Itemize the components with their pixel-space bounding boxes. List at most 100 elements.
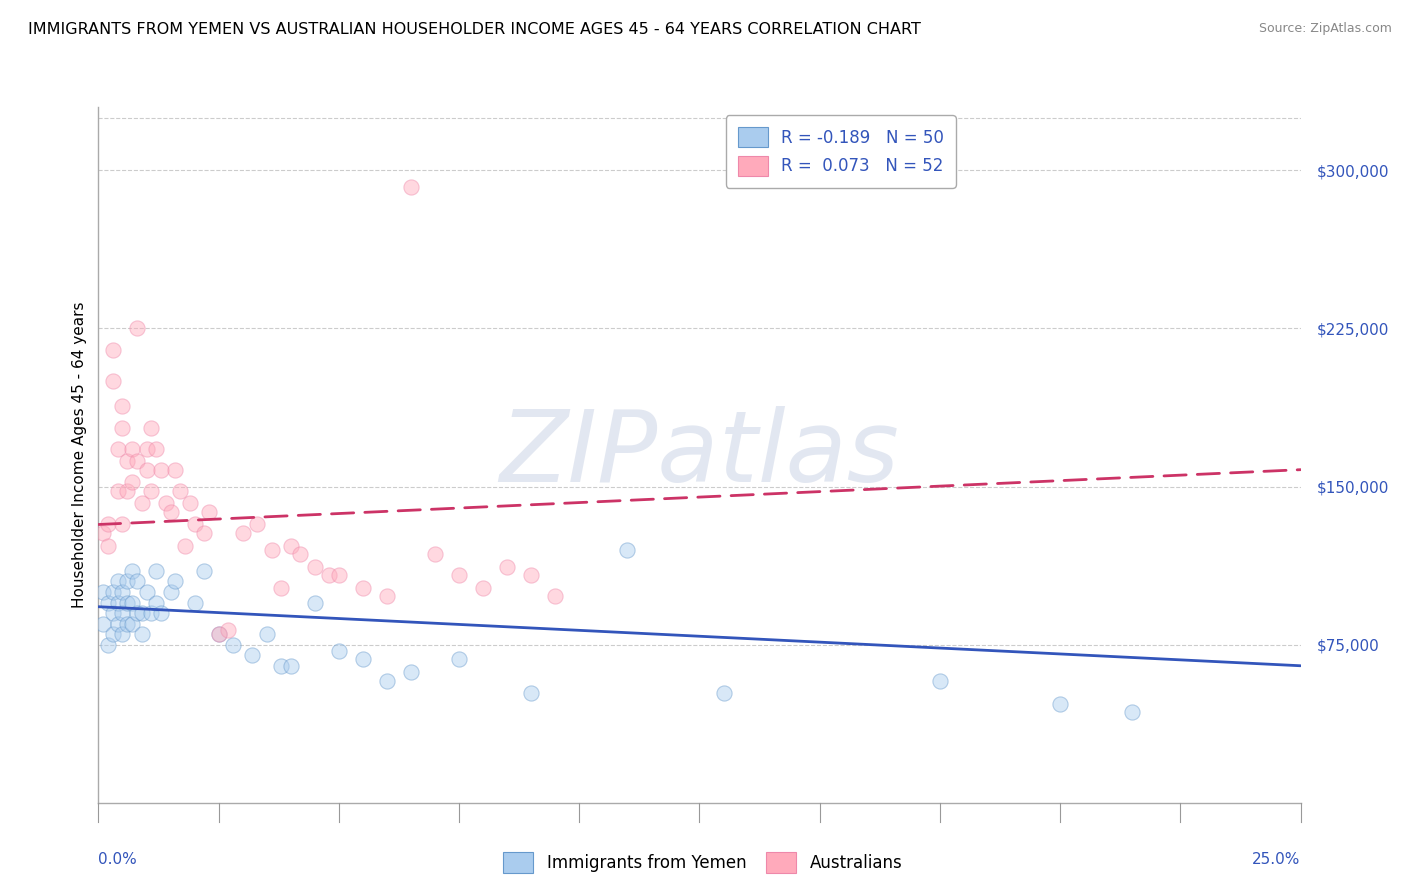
Point [198, 505, 221, 519]
Point [111, 400, 134, 414]
Point [121, 595, 143, 609]
Text: ZIPatlas: ZIPatlas [499, 407, 900, 503]
Point [472, 581, 495, 595]
Point [328, 568, 350, 582]
Point [135, 585, 157, 599]
Legend: R = -0.189   N = 50, R =  0.073   N = 52: R = -0.189 N = 50, R = 0.073 N = 52 [725, 115, 956, 187]
Point [107, 442, 129, 456]
Point [131, 627, 153, 641]
Point [125, 454, 148, 468]
Point [121, 475, 143, 490]
Point [496, 559, 519, 574]
Point [165, 574, 187, 589]
Point [91, 616, 114, 631]
Point [375, 673, 398, 688]
Point [352, 652, 374, 666]
Point [149, 606, 172, 620]
Point [217, 623, 239, 637]
Point [125, 606, 148, 620]
Point [423, 547, 446, 561]
Point [125, 574, 148, 589]
Point [141, 483, 163, 498]
Point [107, 574, 129, 589]
Point [131, 496, 153, 510]
Point [101, 343, 124, 357]
Point [713, 686, 735, 700]
Point [145, 564, 167, 578]
Point [155, 496, 177, 510]
Point [101, 585, 124, 599]
Point [222, 638, 245, 652]
Point [159, 505, 181, 519]
Point [928, 673, 950, 688]
Point [145, 442, 167, 456]
Point [121, 564, 143, 578]
Point [111, 420, 134, 434]
Y-axis label: Householder Income Ages 45 - 64 years: Householder Income Ages 45 - 64 years [72, 301, 87, 608]
Point [111, 606, 134, 620]
Point [328, 644, 350, 658]
Point [97, 539, 120, 553]
Point [208, 627, 231, 641]
Point [290, 547, 312, 561]
Point [111, 585, 134, 599]
Point [159, 585, 181, 599]
Point [270, 658, 292, 673]
Point [280, 539, 302, 553]
Point [520, 686, 543, 700]
Point [145, 595, 167, 609]
Point [174, 539, 197, 553]
Point [616, 542, 638, 557]
Point [169, 483, 191, 498]
Point [141, 420, 163, 434]
Point [183, 595, 205, 609]
Point [111, 627, 134, 641]
Point [131, 606, 153, 620]
Point [304, 595, 326, 609]
Point [352, 581, 374, 595]
Point [447, 568, 470, 582]
Point [101, 606, 124, 620]
Point [399, 665, 422, 679]
Point [101, 374, 124, 388]
Text: 25.0%: 25.0% [1253, 852, 1301, 867]
Point [240, 648, 263, 663]
Point [117, 483, 139, 498]
Point [107, 595, 129, 609]
Point [141, 606, 163, 620]
Point [304, 559, 326, 574]
Point [375, 589, 398, 603]
Point [280, 658, 302, 673]
Point [318, 568, 340, 582]
Point [111, 517, 134, 532]
Point [208, 627, 231, 641]
Point [270, 581, 292, 595]
Point [125, 321, 148, 335]
Point [121, 616, 143, 631]
Point [107, 483, 129, 498]
Point [91, 525, 114, 540]
Point [117, 454, 139, 468]
Text: IMMIGRANTS FROM YEMEN VS AUSTRALIAN HOUSEHOLDER INCOME AGES 45 - 64 YEARS CORREL: IMMIGRANTS FROM YEMEN VS AUSTRALIAN HOUS… [28, 22, 921, 37]
Point [97, 517, 120, 532]
Point [117, 574, 139, 589]
Point [121, 442, 143, 456]
Point [260, 542, 283, 557]
Point [193, 564, 215, 578]
Point [107, 616, 129, 631]
Point [97, 638, 120, 652]
Point [165, 463, 187, 477]
Point [544, 589, 567, 603]
Point [97, 595, 120, 609]
Point [520, 568, 543, 582]
Point [101, 627, 124, 641]
Point [399, 180, 422, 194]
Point [447, 652, 470, 666]
Point [1121, 705, 1143, 719]
Point [256, 627, 278, 641]
Point [135, 463, 157, 477]
Point [91, 585, 114, 599]
Point [135, 442, 157, 456]
Point [193, 525, 215, 540]
Point [246, 517, 269, 532]
